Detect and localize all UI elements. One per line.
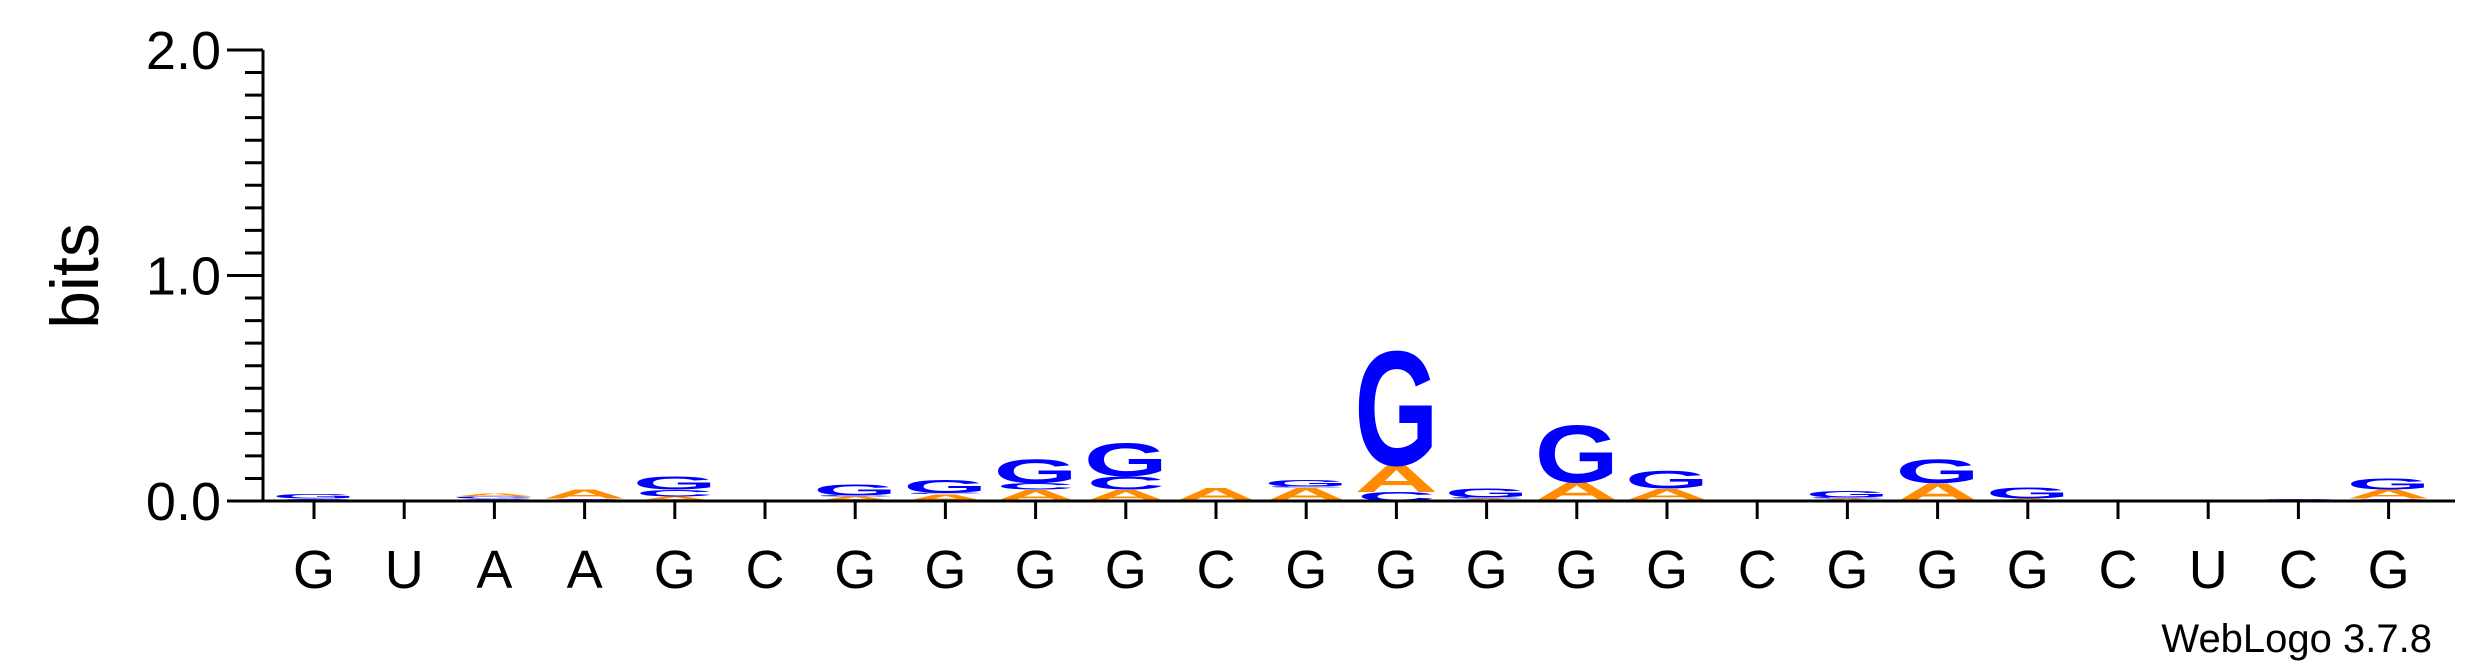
logo-glyph-A: A [813,495,897,502]
logo-glyph-G: G [1535,408,1619,499]
position-label: G [1646,540,1688,600]
position-label: G [924,540,966,600]
position-label: G [2007,540,2049,600]
logo-glyph-G: G [452,496,536,500]
position-label: G [293,540,335,600]
position-label: A [476,540,512,600]
y-tick-label: 2.0 [146,21,221,81]
logo-glyph-A: A [543,487,627,501]
weblogo-credit: WebLogo 3.7.8 [2161,617,2432,661]
logo-glyph-A: A [1625,486,1709,504]
position-label: G [1015,540,1057,600]
y-tick-label: 0.0 [146,472,221,532]
position-label: U [385,540,424,600]
y-axis-label: bits [37,223,113,329]
logo-glyph-G: G [1445,486,1529,500]
logo-glyph-G: G [1354,317,1438,500]
logo-glyph-C: C [636,488,714,498]
y-tick-label: 1.0 [146,247,221,307]
position-label: C [2279,540,2318,600]
logo-glyph-G: G [2347,476,2431,494]
position-label: G [1375,540,1417,600]
logo-glyph-C: C [1808,497,1886,499]
position-label: C [1197,540,1236,600]
logo-glyph-G: G [1264,478,1348,488]
logo-glyph-G: G [633,473,717,494]
position-label: G [834,540,876,600]
logo-glyph-G: G [903,476,987,497]
logo-glyph-G: G [813,481,897,499]
position-label: A [567,540,603,600]
position-label: G [1105,540,1147,600]
logo-glyph-C: C [997,481,1075,491]
position-label: G [1285,540,1327,600]
position-label: G [2368,540,2410,600]
logo-glyph-G: G [994,451,1078,490]
logo-glyph-A: A [1354,458,1438,500]
position-label: G [1917,540,1959,600]
logo-glyph-C: C [906,493,984,495]
logo-glyph-A: A [633,495,717,502]
logo-glyph-C: C [1448,497,1526,499]
logo-glyph-C: C [1087,473,1165,494]
logo-glyph-A: A [903,493,987,504]
position-label: G [654,540,696,600]
position-label: G [1826,540,1868,600]
logo-glyph-C: C [1267,486,1345,488]
position-label: G [1466,540,1508,600]
logo-glyph-G: G [1986,485,2070,503]
tick-layer: 0.0 1.0 2.0 [146,21,263,532]
logo-glyph-C: C [816,495,894,497]
logo-glyph-G: G [272,493,356,500]
position-label: G [1556,540,1598,600]
position-label: C [2099,540,2138,600]
position-label: C [746,540,785,600]
logo-glyph-A: A [2347,487,2431,501]
logo-glyph-G: G [1805,489,1889,499]
logo-glyph-A: A [452,492,536,497]
logo-glyph-G: G [1896,451,1980,490]
logo-glyph-G: G [1084,434,1168,487]
position-label: U [2189,540,2228,600]
position-label: C [1738,540,1777,600]
logo-glyph-G: G [1625,466,1709,494]
